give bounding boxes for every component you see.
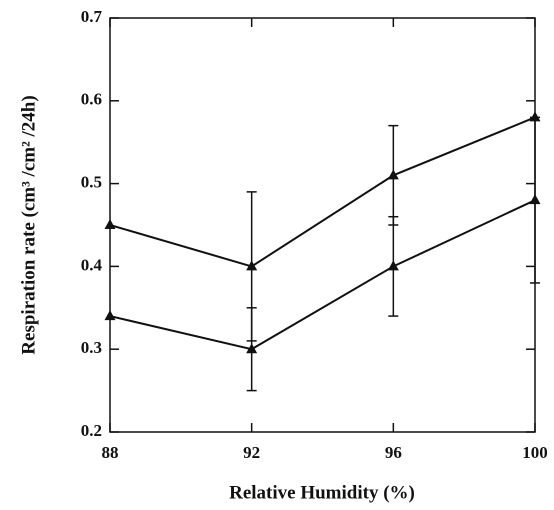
y-tick-label: 0.6: [81, 90, 102, 109]
y-axis-label: Respiration rate (cm³ /cm² /24h): [18, 95, 39, 354]
x-tick-label: 88: [102, 443, 119, 462]
marker: [529, 111, 541, 122]
plot-frame: [109, 17, 536, 433]
marker: [529, 194, 541, 205]
marker: [246, 343, 258, 354]
x-axis-label: Relative Humidity (%): [229, 482, 415, 503]
marker: [246, 260, 258, 271]
series-line: [109, 116, 536, 268]
marker: [387, 169, 399, 180]
y-tick-label: 0.7: [81, 7, 103, 26]
marker: [387, 260, 399, 271]
y-tick-label: 0.2: [81, 421, 102, 440]
marker: [104, 310, 116, 321]
y-tick-label: 0.4: [81, 255, 103, 274]
marker: [104, 219, 116, 229]
series-line: [109, 199, 536, 351]
y-tick-label: 0.5: [81, 173, 102, 192]
y-tick-label: 0.3: [81, 338, 102, 357]
x-tick-label: 100: [522, 443, 548, 462]
x-tick-label: 96: [385, 443, 402, 462]
x-tick-label: 92: [243, 443, 260, 462]
